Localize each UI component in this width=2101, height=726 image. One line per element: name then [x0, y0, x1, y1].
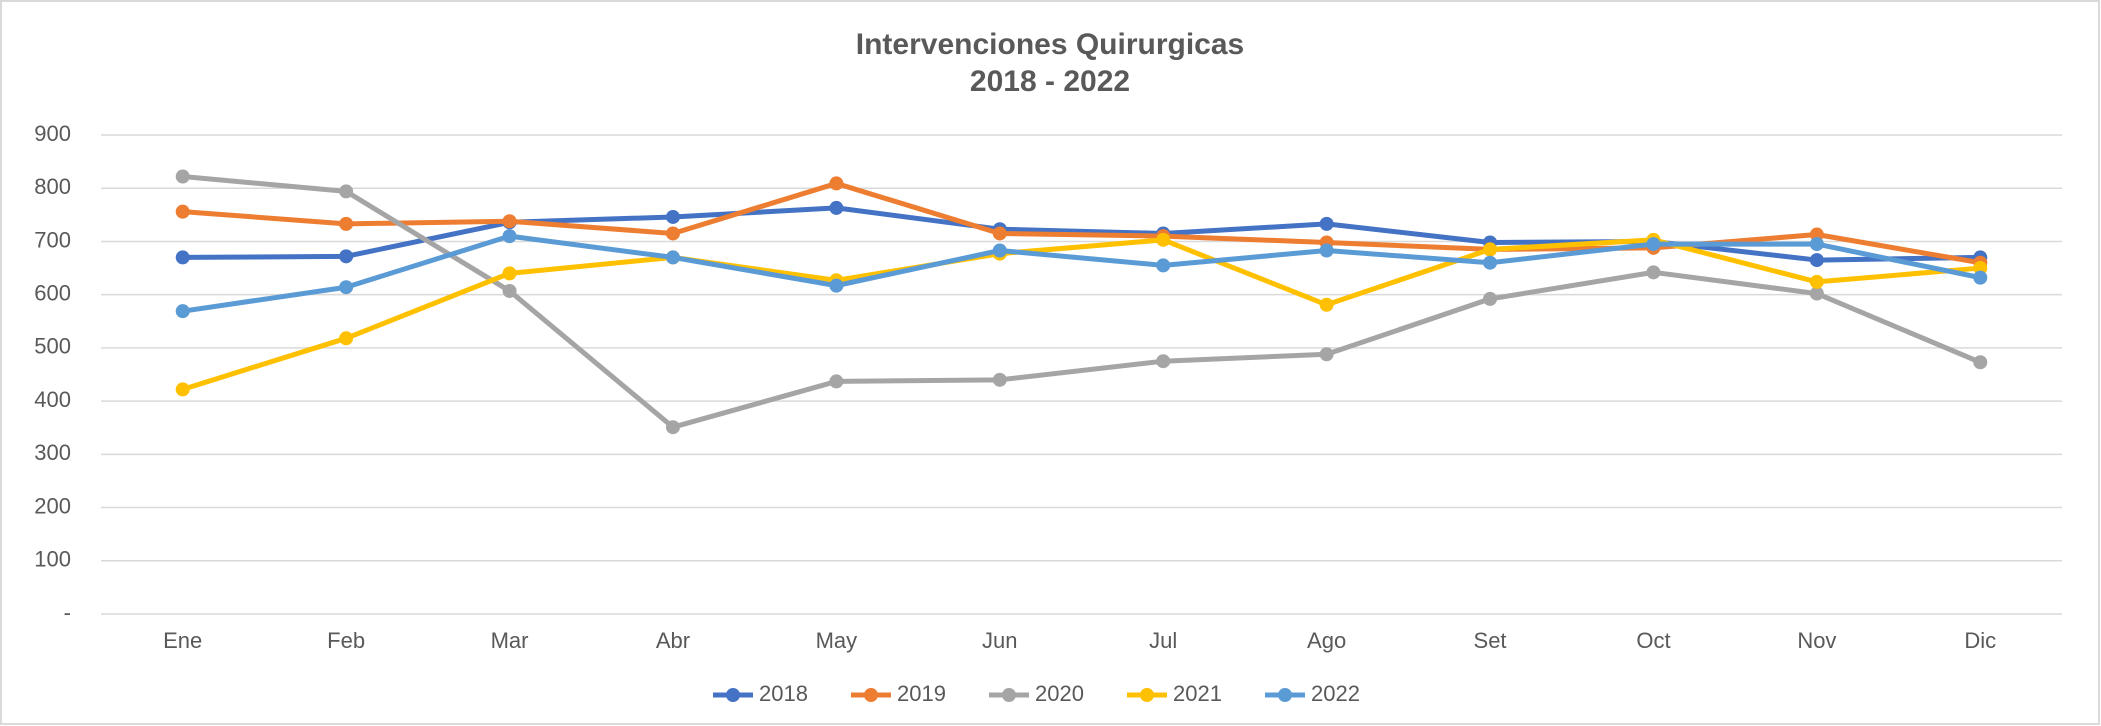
data-point — [1483, 291, 1498, 306]
data-point — [502, 266, 517, 281]
data-point — [502, 283, 517, 298]
y-tick-label: 200 — [34, 493, 71, 518]
x-tick-label: Ago — [1307, 628, 1346, 653]
legend-label: 2020 — [1035, 681, 1084, 706]
data-point — [1809, 274, 1824, 289]
data-point — [1483, 242, 1498, 257]
x-tick-label: Jun — [982, 628, 1017, 653]
legend-marker — [1278, 688, 1292, 702]
data-point — [665, 226, 680, 241]
legend-marker — [1140, 688, 1154, 702]
legend-marker — [726, 688, 740, 702]
y-tick-label: - — [64, 600, 71, 625]
y-tick-label: 700 — [34, 227, 71, 252]
data-point — [1809, 253, 1824, 268]
data-point — [1156, 258, 1171, 273]
x-tick-label: Nov — [1797, 628, 1836, 653]
y-tick-label: 800 — [34, 174, 71, 199]
data-point — [175, 304, 190, 319]
data-point — [1319, 243, 1334, 258]
data-point — [1156, 232, 1171, 247]
data-point — [1483, 255, 1498, 270]
data-point — [992, 372, 1007, 387]
data-point — [1319, 216, 1334, 231]
data-point — [1809, 237, 1824, 252]
series-line — [182, 174, 1982, 430]
legend-marker — [864, 688, 878, 702]
chart-title: Intervenciones Quirurgicas — [856, 28, 1244, 61]
data-point — [175, 382, 190, 397]
data-point — [339, 249, 354, 264]
legend-label: 2021 — [1173, 681, 1222, 706]
data-point — [1973, 355, 1988, 370]
series-line — [182, 233, 1981, 314]
data-point — [339, 216, 354, 231]
data-point — [175, 169, 190, 184]
data-point — [665, 420, 680, 435]
data-point — [1973, 270, 1988, 285]
data-point — [502, 214, 517, 229]
data-point — [1319, 297, 1334, 312]
legend-label: 2019 — [897, 681, 946, 706]
data-point — [339, 184, 354, 199]
y-tick-label: 500 — [34, 334, 71, 359]
series-line — [181, 237, 1981, 392]
data-point — [829, 278, 844, 293]
data-point — [1973, 261, 1988, 276]
data-point — [175, 204, 190, 219]
chart-subtitle: 2018 - 2022 — [970, 65, 1130, 98]
legend-marker — [1002, 688, 1016, 702]
data-point — [175, 250, 190, 265]
data-point — [665, 209, 680, 224]
x-tick-label: Dic — [1964, 628, 1996, 653]
x-tick-label: Jul — [1149, 628, 1177, 653]
data-point — [1646, 237, 1661, 252]
y-tick-label: 900 — [34, 121, 71, 146]
data-point — [1319, 347, 1334, 362]
x-tick-label: Oct — [1636, 628, 1670, 653]
legend-label: 2018 — [759, 681, 808, 706]
data-point — [829, 374, 844, 389]
data-point — [829, 176, 844, 191]
x-tick-label: May — [816, 628, 858, 653]
data-point — [1809, 286, 1824, 301]
y-tick-label: 600 — [34, 280, 71, 305]
data-point — [339, 280, 354, 295]
x-tick-label: Abr — [656, 628, 690, 653]
y-tick-label: 300 — [34, 440, 71, 465]
data-point — [992, 226, 1007, 241]
data-point — [1156, 354, 1171, 369]
legend-label: 2022 — [1311, 681, 1360, 706]
data-point — [339, 331, 354, 346]
x-tick-label: Feb — [327, 628, 365, 653]
data-point — [1646, 265, 1661, 280]
y-tick-label: 100 — [34, 547, 71, 572]
x-tick-label: Ene — [163, 628, 202, 653]
data-point — [1809, 227, 1824, 242]
x-tick-label: Mar — [491, 628, 529, 653]
data-point — [665, 250, 680, 265]
data-point — [992, 243, 1007, 258]
y-tick-label: 400 — [34, 387, 71, 412]
data-point — [502, 229, 517, 244]
x-tick-label: Set — [1474, 628, 1507, 653]
data-point — [829, 200, 844, 215]
